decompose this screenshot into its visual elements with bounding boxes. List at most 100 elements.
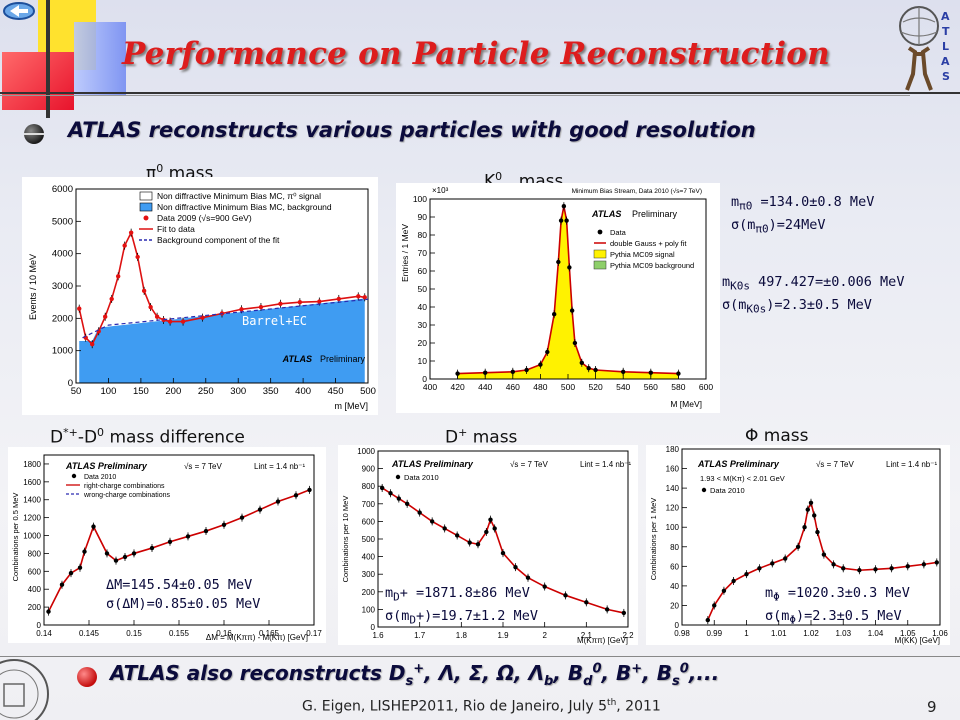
legend-swatch [139,191,153,201]
back-arrow-icon[interactable] [2,0,36,22]
y-tick-label: 50 [418,284,428,294]
x-tick-label: 2.2 [622,631,634,640]
data-point [200,315,205,320]
y-tick-label: 20 [418,338,428,348]
data-point [783,556,788,561]
dplus-result: mD+ =1871.8±86 MeV σ(mD+)=19.7±1.2 MeV [385,584,538,629]
y-tick-label: 60 [670,562,679,571]
x-tick-label: 1.02 [803,629,819,638]
data-point [556,259,561,265]
legend-label: Non diffractive Minimum Bias MC, π⁰ sign… [157,191,321,201]
legend-swatch [593,260,607,270]
svg-text:A: A [941,10,950,23]
title-underline-shadow [0,95,910,96]
legend-label: Background component of the fit [157,235,280,245]
y-tick-label: 6000 [52,184,73,195]
y-tick-label: 100 [666,523,680,532]
data-point [492,526,497,531]
sqrts-header: √s = 7 TeV [510,460,548,469]
data-point [128,230,134,235]
data-point [889,566,894,571]
y-tick-label: 1600 [23,478,41,487]
legend-swatch [597,229,603,235]
y-tick-label: 600 [28,567,42,576]
x-tick-label: 200 [165,386,181,397]
legend-label: Fit to data [157,224,195,234]
data-point [757,566,762,571]
data-point [149,545,155,551]
data-point [82,549,87,554]
preliminary-label: Preliminary [320,354,366,364]
svg-text:T: T [942,25,950,38]
data-point [841,566,846,571]
data-point [542,584,547,589]
data-point [564,218,569,223]
dplus-sigma-result: σ(mD+)=19.7±1.2 MeV [385,607,538,627]
legend-swatch [143,215,149,221]
x-tick-label: 1.05 [900,629,916,638]
legend-label: 1.93 < M(Kπ) < 2.01 GeV [700,474,785,483]
preliminary-label: Preliminary [632,209,678,219]
legend-swatch [139,202,153,212]
data-point [815,529,820,535]
pi0-mass-plot: 50 100 150 200 250 300 350 400 450 500 0 1000 2000 30… [22,177,378,415]
data-point [293,493,299,498]
x-axis-label: M(Kππ) [GeV] [577,636,628,645]
x-tick-label: 450 [328,386,344,397]
sqrts-header: √s = 7 TeV [184,462,222,471]
y-tick-label: 180 [666,445,680,454]
data-point [307,487,312,493]
dstar-mass-result: ΔM=145.54±0.05 MeV [106,577,253,593]
x-tick-label: 1.06 [932,629,948,638]
x-tick-label: 100 [101,386,117,397]
y-tick-label: 20 [670,601,679,610]
legend-label: Pythia MC09 background [610,261,694,270]
data-point [712,603,717,608]
data-point [510,369,515,374]
legend-label: right-charge combinations [84,483,165,490]
y-tick-label: 1200 [23,514,41,523]
x-tick-label: 350 [263,386,279,397]
y-tick-label: 120 [666,504,680,513]
x-tick-label: 0.16 [216,629,232,638]
dplus-mass-result: mD+ =1871.8±86 MeV [385,585,530,604]
data-point [257,507,263,512]
data-point [579,360,584,365]
data-point [122,554,128,560]
legend-swatch [395,474,401,480]
y-tick-label: 1000 [52,346,73,357]
dstar-sigma-result: σ(ΔM)=0.85±0.05 MeV [106,596,261,612]
x-tick-label: 0.15 [126,629,142,638]
x-tick-label: 150 [133,386,149,397]
data-point [744,571,749,577]
y-axis-label: Entries / 1 MeV [400,224,410,282]
y-tick-label: 600 [362,517,376,526]
data-point [203,528,209,534]
y-tick-label: 70 [418,248,428,258]
region-label: Barrel+EC [242,314,307,328]
data-point [336,296,341,302]
data-point [455,371,460,376]
x-tick-label: 1.9 [497,631,509,640]
data-point [317,299,322,304]
data-point [584,600,589,605]
data-point [525,575,531,580]
data-point [563,593,568,598]
x-tick-label: 540 [616,382,630,392]
data-point [484,529,489,535]
data-point [396,496,402,501]
atlas-header: ATLAS Preliminary [391,459,474,469]
data-point [77,565,83,570]
legend-swatch [71,473,77,479]
data-point [808,500,814,505]
phi-result: mΦ =1020.3±0.3 MeV σ(mΦ)=2.3±0.5 MeV [765,584,910,629]
data-point [68,570,74,576]
y-tick-label: 40 [418,302,428,312]
y-multiplier: ×10³ [432,186,449,195]
legend-label: Data 2009 (√s=900 GeV) [157,213,252,223]
data-point [805,507,810,512]
slide-title: Performance on Particle Reconstruction [122,36,830,72]
dstar-result: ΔM=145.54±0.05 MeV σ(ΔM)=0.85±0.05 MeV [106,576,260,614]
x-tick-label: 0.17 [306,629,322,638]
